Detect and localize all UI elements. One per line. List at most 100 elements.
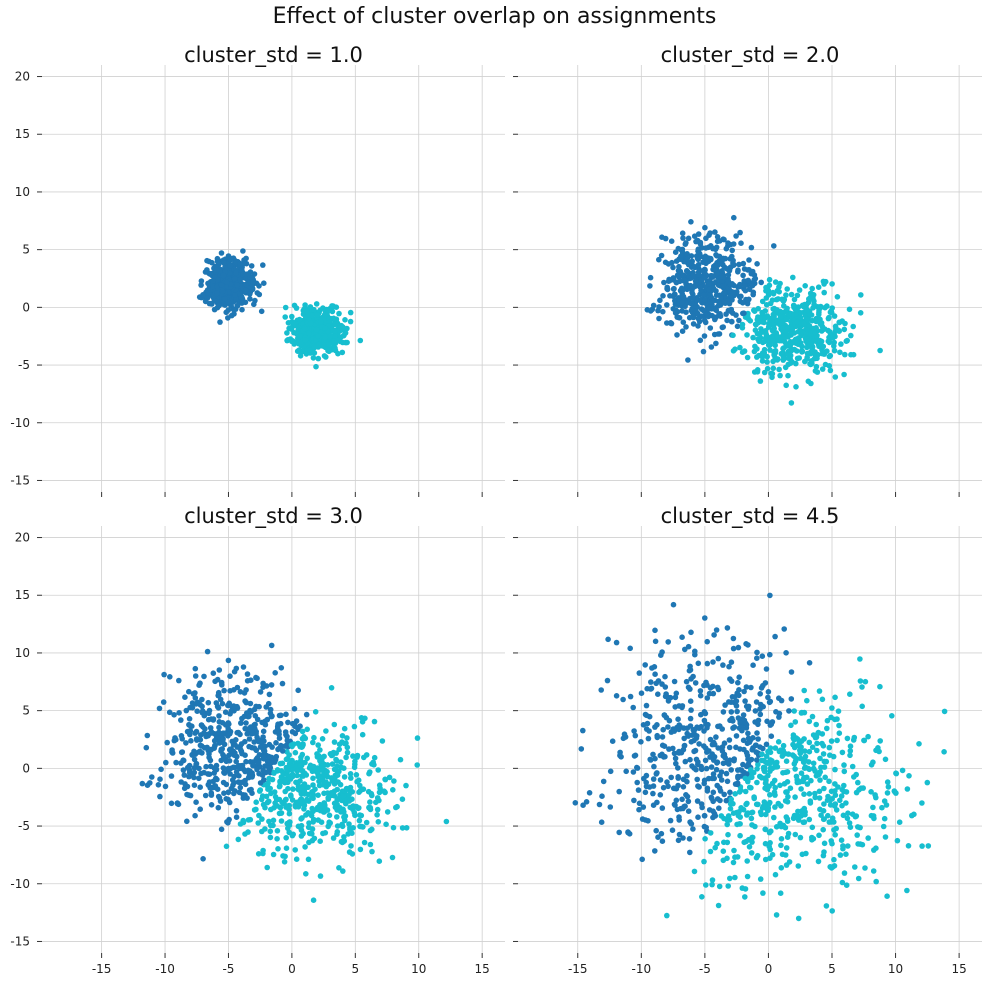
data-point-cluster-1 (740, 712, 747, 718)
data-point-cluster-2 (916, 741, 922, 747)
data-point-cluster-1 (242, 781, 249, 788)
data-point-cluster-1 (673, 797, 680, 804)
data-point-cluster-2 (879, 804, 885, 811)
data-point-cluster-2 (841, 870, 848, 876)
data-point-cluster-1 (227, 263, 234, 269)
data-point-cluster-2 (801, 687, 807, 694)
data-point-cluster-2 (767, 347, 773, 353)
data-point-cluster-1 (671, 750, 678, 757)
data-point-cluster-1 (174, 800, 181, 806)
data-point-cluster-2 (274, 836, 280, 842)
data-point-cluster-2 (268, 806, 274, 813)
data-point-cluster-2 (301, 326, 308, 332)
data-point-cluster-1 (710, 659, 716, 665)
data-point-cluster-1 (665, 278, 672, 285)
data-point-cluster-2 (341, 774, 348, 780)
data-point-cluster-1 (218, 679, 225, 686)
data-point-cluster-2 (773, 824, 780, 830)
data-point-cluster-2 (772, 871, 779, 878)
data-point-cluster-2 (296, 348, 302, 354)
data-point-cluster-1 (658, 830, 665, 837)
data-point-cluster-2 (382, 776, 388, 783)
data-point-cluster-2 (842, 351, 848, 358)
data-point-cluster-1 (214, 283, 220, 290)
data-point-cluster-2 (842, 320, 848, 327)
data-point-cluster-2 (272, 794, 279, 800)
data-point-cluster-2 (332, 329, 339, 335)
data-point-cluster-2 (373, 799, 379, 806)
data-point-cluster-1 (609, 738, 616, 744)
data-point-cluster-2 (839, 749, 846, 756)
data-point-cluster-1 (205, 733, 211, 739)
data-point-cluster-1 (689, 763, 695, 769)
data-point-cluster-2 (750, 334, 756, 341)
data-point-cluster-2 (821, 840, 828, 847)
data-point-cluster-2 (791, 708, 797, 714)
data-point-cluster-1 (742, 720, 749, 727)
data-point-cluster-2 (311, 306, 317, 313)
x-tick-label: 10 (411, 962, 426, 976)
data-point-cluster-1 (735, 269, 741, 275)
data-point-cluster-1 (278, 665, 285, 671)
data-point-cluster-1 (167, 674, 173, 680)
data-point-cluster-1 (685, 261, 692, 268)
subplot-title: cluster_std = 2.0 (661, 43, 840, 68)
subplot-3: -15 -10 -5 0 5 10 1520151050-5-10-15cluster_st… (10, 504, 505, 976)
data-point-cluster-1 (176, 710, 182, 716)
data-point-cluster-1 (731, 214, 737, 221)
data-point-cluster-2 (841, 782, 847, 789)
data-point-cluster-1 (776, 695, 782, 701)
data-point-cluster-1 (656, 256, 662, 263)
data-point-cluster-1 (181, 785, 188, 792)
data-point-cluster-1 (754, 730, 760, 736)
data-point-cluster-1 (210, 278, 216, 284)
data-point-cluster-2 (813, 721, 819, 728)
data-point-cluster-2 (816, 832, 822, 839)
data-point-cluster-1 (700, 348, 707, 355)
data-point-cluster-1 (668, 238, 675, 244)
data-point-cluster-2 (317, 307, 323, 314)
data-point-cluster-2 (832, 788, 838, 794)
data-point-cluster-1 (652, 848, 658, 854)
data-point-cluster-2 (757, 876, 764, 882)
data-point-cluster-1 (681, 725, 687, 731)
data-point-cluster-2 (281, 859, 288, 865)
data-point-cluster-1 (758, 279, 764, 286)
data-point-cluster-2 (774, 333, 781, 339)
data-point-cluster-1 (228, 255, 234, 262)
data-point-cluster-2 (259, 828, 265, 835)
data-point-cluster-2 (793, 384, 799, 390)
data-point-cluster-2 (824, 303, 830, 309)
data-point-cluster-1 (631, 728, 637, 734)
data-point-cluster-1 (205, 771, 212, 777)
data-point-cluster-1 (704, 638, 710, 645)
data-point-cluster-2 (841, 762, 847, 768)
data-point-cluster-2 (778, 836, 785, 842)
data-point-cluster-1 (710, 771, 717, 777)
data-point-cluster-1 (740, 272, 746, 279)
data-point-cluster-1 (227, 765, 234, 772)
data-point-cluster-2 (267, 822, 274, 829)
data-point-cluster-2 (282, 779, 288, 786)
data-point-cluster-2 (770, 338, 776, 344)
data-point-cluster-2 (403, 782, 409, 789)
data-point-cluster-1 (625, 829, 631, 835)
data-point-cluster-2 (379, 738, 386, 744)
data-point-cluster-2 (815, 858, 822, 865)
data-point-cluster-2 (716, 883, 723, 890)
data-point-cluster-1 (684, 251, 690, 257)
data-point-cluster-2 (831, 347, 838, 354)
data-point-cluster-2 (840, 812, 847, 819)
data-point-cluster-2 (801, 320, 807, 327)
data-point-cluster-1 (690, 313, 697, 320)
data-point-cluster-2 (816, 795, 823, 801)
data-point-cluster-2 (278, 810, 285, 816)
data-point-cluster-2 (315, 773, 321, 780)
data-point-cluster-2 (827, 367, 834, 374)
data-point-cluster-2 (792, 719, 799, 725)
data-point-cluster-1 (295, 687, 302, 694)
data-point-cluster-2 (361, 839, 368, 846)
scatter-points (644, 214, 883, 406)
data-point-cluster-2 (851, 774, 857, 780)
data-point-cluster-2 (804, 307, 810, 313)
